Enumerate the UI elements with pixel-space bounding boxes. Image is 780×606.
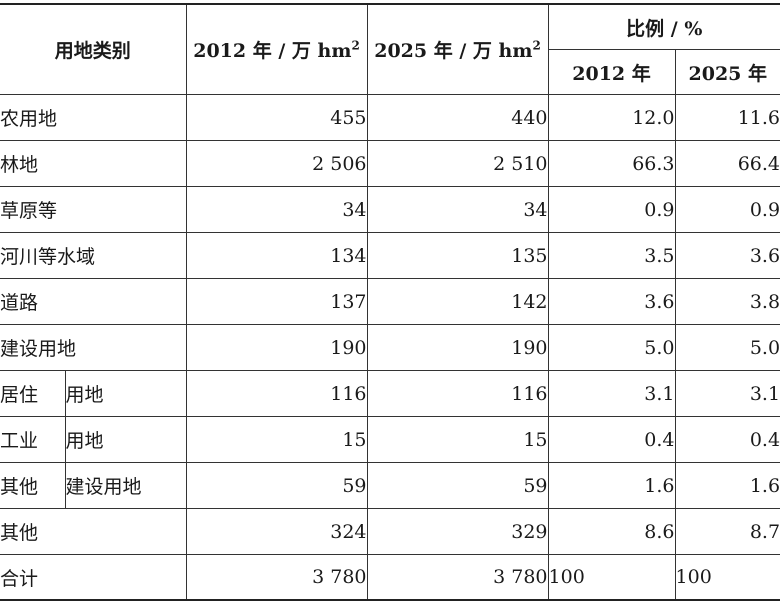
header-category: 用地类别 — [0, 3, 187, 95]
value-2012: 2 506 — [185, 140, 368, 187]
ratio-2025: 3.8 — [674, 278, 780, 325]
total-ratio-2025: 100 — [674, 554, 780, 601]
value-2025: 142 — [366, 278, 549, 325]
ratio-2025: 3.6 — [674, 232, 780, 279]
subrow-name: 用地 — [64, 416, 187, 463]
table-row: 林地 2 506 2 510 66.3 66.4 — [0, 140, 780, 187]
row-name: 农用地 — [0, 94, 187, 141]
ratio-2025: 11.6 — [674, 94, 780, 141]
table-row: 道路 137 142 3.6 3.8 — [0, 278, 780, 325]
ratio-2012: 66.3 — [547, 140, 676, 187]
value-2012: 455 — [185, 94, 368, 141]
total-2025: 3 780 — [366, 554, 549, 601]
value-2025: 15 — [366, 416, 549, 463]
table-row: 建设用地 190 190 5.0 5.0 — [0, 324, 780, 371]
subrow-name: 用地 — [64, 370, 187, 417]
ratio-2025: 66.4 — [674, 140, 780, 187]
total-label: 合计 — [0, 554, 187, 601]
ratio-2012: 3.6 — [547, 278, 676, 325]
subrow-group: 其他 — [0, 462, 66, 509]
value-2012: 59 — [185, 462, 368, 509]
value-2012: 15 — [185, 416, 368, 463]
subrow-group: 居住 — [0, 370, 66, 417]
header-ratio-2025: 2025 年 — [674, 49, 780, 95]
table-row: 草原等 34 34 0.9 0.9 — [0, 186, 780, 233]
row-name: 建设用地 — [0, 324, 187, 371]
total-2012: 3 780 — [185, 554, 368, 601]
ratio-2025: 0.4 — [674, 416, 780, 463]
value-2025: 116 — [366, 370, 549, 417]
row-name: 其他 — [0, 508, 187, 555]
row-name: 道路 — [0, 278, 187, 325]
value-2025: 135 — [366, 232, 549, 279]
ratio-2025: 1.6 — [674, 462, 780, 509]
ratio-2012: 5.0 — [547, 324, 676, 371]
ratio-2012: 0.4 — [547, 416, 676, 463]
value-2012: 34 — [185, 186, 368, 233]
header-area-2025: 2025 年 / 万 hm2 — [366, 3, 549, 95]
value-2012: 116 — [185, 370, 368, 417]
value-2025: 440 — [366, 94, 549, 141]
subrow-group: 工业 — [0, 416, 66, 463]
table-row: 其他 324 329 8.6 8.7 — [0, 508, 780, 555]
header-row-2: 2012 年 2025 年 — [0, 49, 780, 95]
table-row: 农用地 455 440 12.0 11.6 — [0, 94, 780, 141]
ratio-2025: 0.9 — [674, 186, 780, 233]
ratio-2012: 12.0 — [547, 94, 676, 141]
value-2025: 2 510 — [366, 140, 549, 187]
row-name: 林地 — [0, 140, 187, 187]
header-row-1: 用地类别 2012 年 / 万 hm2 2025 年 / 万 hm2 比例 / … — [0, 3, 780, 95]
value-2025: 59 — [366, 462, 549, 509]
ratio-2025: 8.7 — [674, 508, 780, 555]
header-ratio: 比例 / % — [547, 3, 780, 50]
ratio-2012: 1.6 — [547, 462, 676, 509]
table-row: 河川等水域 134 135 3.5 3.6 — [0, 232, 780, 279]
table-subrow: 居住 用地 116 116 3.1 3.1 — [0, 370, 780, 417]
ratio-2012: 3.5 — [547, 232, 676, 279]
value-2025: 34 — [366, 186, 549, 233]
value-2012: 134 — [185, 232, 368, 279]
ratio-2025: 5.0 — [674, 324, 780, 371]
value-2025: 190 — [366, 324, 549, 371]
ratio-2012: 0.9 — [547, 186, 676, 233]
value-2012: 137 — [185, 278, 368, 325]
ratio-2012: 3.1 — [547, 370, 676, 417]
total-ratio-2012: 100 — [547, 554, 676, 601]
header-area-2012: 2012 年 / 万 hm2 — [185, 3, 368, 95]
ratio-2025: 3.1 — [674, 370, 780, 417]
table-subrow: 其他 建设用地 59 59 1.6 1.6 — [0, 462, 780, 509]
table-subrow: 工业 用地 15 15 0.4 0.4 — [0, 416, 780, 463]
land-use-table: 用地类别 2012 年 / 万 hm2 2025 年 / 万 hm2 比例 / … — [0, 3, 780, 601]
ratio-2012: 8.6 — [547, 508, 676, 555]
value-2025: 329 — [366, 508, 549, 555]
subrow-name: 建设用地 — [64, 462, 187, 509]
value-2012: 190 — [185, 324, 368, 371]
row-name: 河川等水域 — [0, 232, 187, 279]
row-name: 草原等 — [0, 186, 187, 233]
total-row: 合计 3 780 3 780 100 100 — [0, 554, 780, 601]
header-ratio-2012: 2012 年 — [548, 49, 676, 95]
value-2012: 324 — [185, 508, 368, 555]
